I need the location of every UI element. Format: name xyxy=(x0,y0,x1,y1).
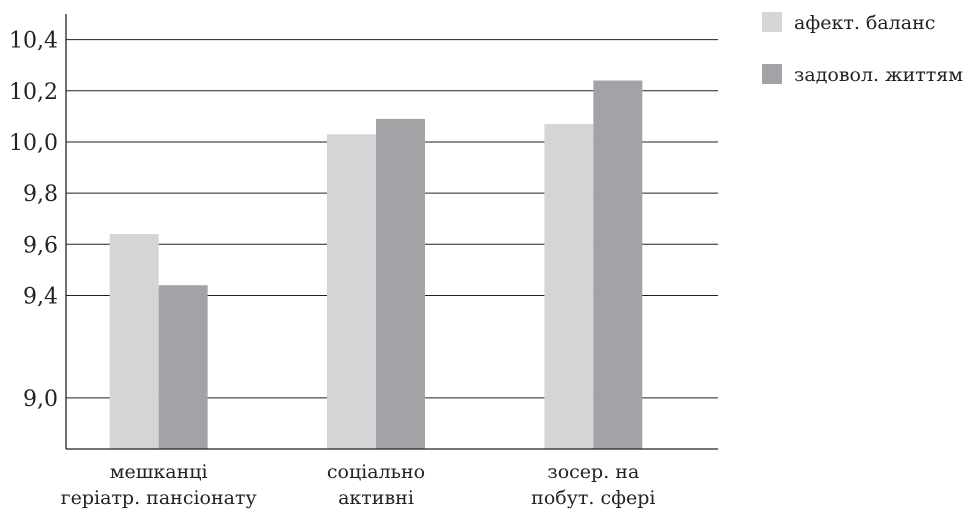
legend-swatch xyxy=(762,12,782,32)
y-tick-label: 9,4 xyxy=(23,284,58,309)
x-category-label-line: геріатр. пансіонату xyxy=(61,487,257,509)
x-category-label-line: соціально xyxy=(327,461,425,483)
y-axis-tick-labels: 9,0 9,4 9,6 9,8 10,0 10,2 10,4 xyxy=(9,29,58,412)
x-axis-category-labels: мешканці геріатр. пансіонату соціально акти… xyxy=(61,461,656,509)
legend: афект. баланс задовол. життям xyxy=(762,12,963,86)
x-category-label: мешканці геріатр. пансіонату xyxy=(61,461,257,509)
bar-affect-balance xyxy=(327,134,376,449)
bar-affect-balance xyxy=(544,124,594,449)
bar-life-satisfaction xyxy=(158,285,208,449)
x-category-label-line: активні xyxy=(338,487,414,509)
y-tick-label: 9,0 xyxy=(23,387,58,412)
legend-label: афект. баланс xyxy=(794,12,935,34)
y-tick-label: 9,6 xyxy=(23,233,58,258)
legend-swatch xyxy=(762,64,782,84)
y-tick-label: 10,4 xyxy=(9,29,58,54)
x-category-label: соціально активні xyxy=(327,461,425,509)
legend-label: задовол. життям xyxy=(794,64,963,86)
y-tick-label: 10,2 xyxy=(9,80,58,105)
x-category-label-line: зосер. на xyxy=(547,461,639,483)
bars xyxy=(109,80,643,449)
x-category-label: зосер. на побут. сфері xyxy=(531,461,655,509)
bar-affect-balance xyxy=(109,234,159,449)
x-category-label-line: мешканці xyxy=(110,461,208,483)
y-tick-label: 10,0 xyxy=(9,131,58,156)
x-category-label-line: побут. сфері xyxy=(531,487,655,509)
bar-life-satisfaction xyxy=(593,80,643,449)
y-tick-label: 9,8 xyxy=(23,182,58,207)
bar-life-satisfaction xyxy=(376,118,425,449)
